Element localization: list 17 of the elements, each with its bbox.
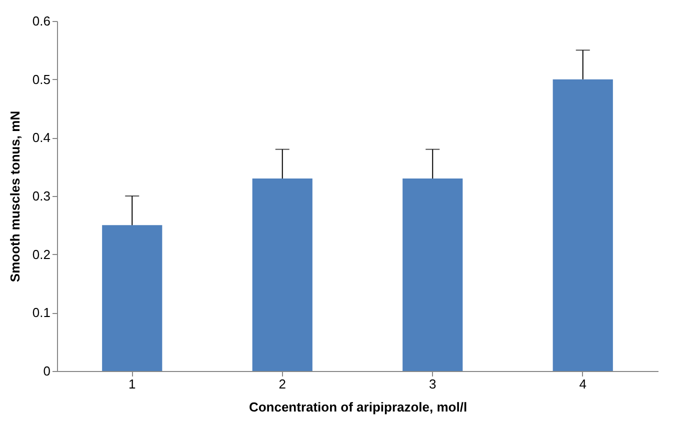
bar bbox=[552, 79, 613, 371]
bar bbox=[402, 178, 463, 371]
y-tick-label: 0 bbox=[43, 364, 50, 378]
x-tick-label: 3 bbox=[429, 376, 436, 392]
y-tick-label: 0.6 bbox=[32, 14, 50, 28]
x-tick-label: 2 bbox=[278, 376, 286, 392]
bar bbox=[102, 225, 162, 371]
y-tick-label: 0.3 bbox=[32, 188, 50, 204]
x-axis-title: Concentration of aripiprazole, mol/l bbox=[248, 400, 468, 414]
x-tick-label: 1 bbox=[128, 376, 136, 392]
y-tick-label: 0.4 bbox=[32, 130, 50, 146]
bar bbox=[252, 178, 312, 371]
y-tick-label: 0.1 bbox=[32, 305, 50, 320]
y-axis-title: Smooth muscles tonus, mN bbox=[7, 110, 22, 282]
x-tick-label: 4 bbox=[579, 376, 586, 392]
y-tick-label: 0.2 bbox=[32, 246, 50, 262]
y-tick-label: 0.5 bbox=[32, 72, 50, 87]
